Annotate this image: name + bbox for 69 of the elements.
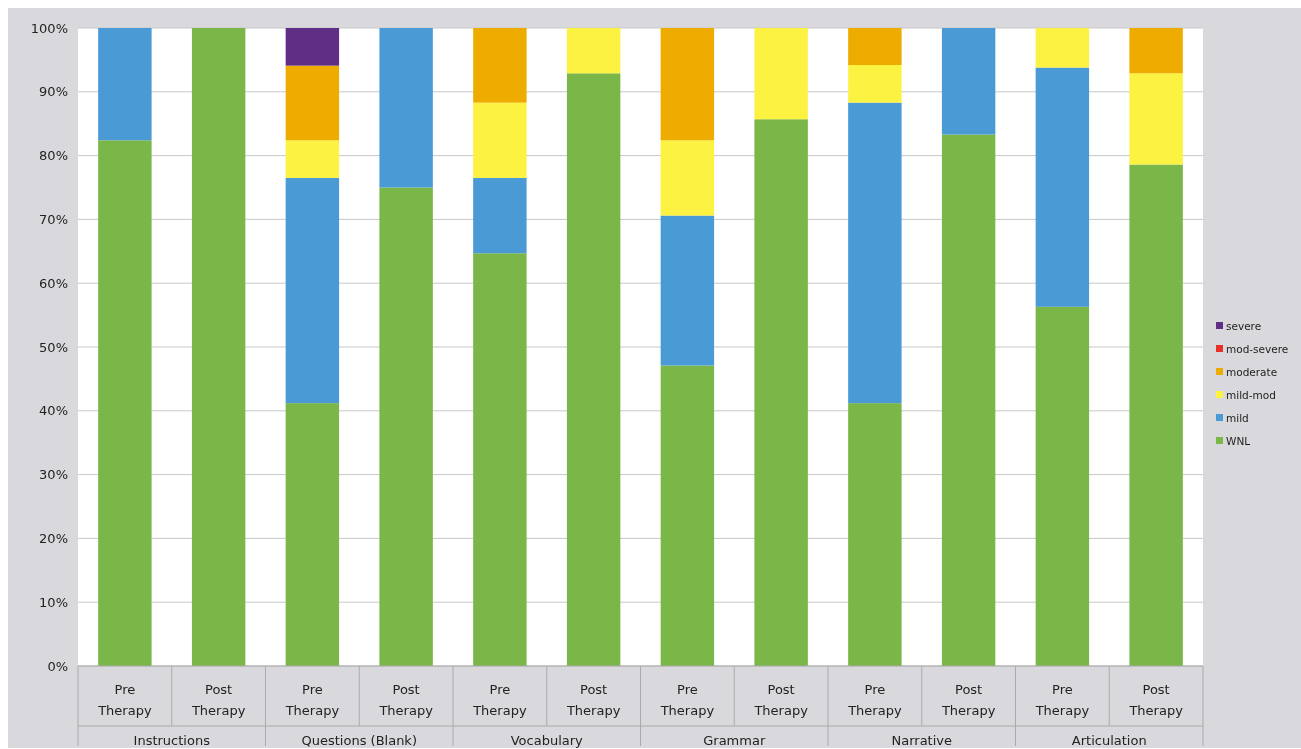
bar [285,28,340,66]
bar [1129,28,1183,74]
legend-label: mild [1226,411,1249,424]
bar [1129,73,1183,165]
bar [379,28,433,188]
bar [566,73,621,666]
bar [285,177,340,404]
text: Questions (Blank) [301,733,417,748]
bar [660,140,715,216]
bar [1035,28,1090,68]
text: Narrative [891,733,953,748]
x-tick-label: Post Therapy [378,682,434,718]
legend-label: moderate [1226,365,1278,378]
y-tick-label: 20% [39,530,68,546]
y-tick-label: 50% [39,339,68,355]
x-tick-label: Post Therapy [190,682,246,718]
bar [1129,164,1183,666]
bar [473,28,527,103]
y-tick-label: 30% [39,467,68,483]
y-tick-label: 60% [39,275,68,291]
bar [98,28,152,141]
bar [848,28,902,65]
text: Articulation [1071,733,1147,748]
bar [754,28,808,120]
x-tick-label: Pre Therapy [1034,682,1090,718]
legend-label: WNL [1226,434,1251,447]
y-tick-label: 10% [39,594,68,610]
bar [941,134,996,666]
bar [191,28,246,666]
x-tick-label: Post Therapy [1128,682,1184,718]
text: Grammar [703,733,766,748]
text: Vocabulary [510,733,584,748]
x-tick-label: Pre Therapy [97,682,152,718]
bar [1035,67,1090,307]
bar [285,140,340,178]
legend-label: mod-severe [1226,342,1289,355]
bar [848,102,902,404]
legend-label: severe [1226,319,1262,332]
y-tick-label: 90% [39,84,68,100]
bar [379,187,433,666]
bar [754,119,808,666]
bar [1035,306,1090,666]
bar [473,253,527,666]
bar [473,102,527,178]
bar [285,403,340,666]
y-tick-label: 100% [30,20,68,36]
bar [848,65,902,103]
x-tick-label: Post Therapy [565,682,621,718]
bar [660,365,715,666]
bar [285,65,340,141]
x-tick-label: Pre Therapy [284,682,340,718]
bar [941,28,996,135]
x-tick-label: Post Therapy [753,682,809,718]
bar [566,28,621,74]
bar [98,140,152,666]
x-tick-label: Pre Therapy [472,682,527,718]
y-tick-label: 70% [39,211,68,227]
legend-label: mild-mod [1226,388,1276,401]
bar [660,215,715,366]
bar [848,403,902,666]
x-tick-label: Post Therapy [940,682,996,718]
y-tick-label: 0% [47,658,68,674]
bar [473,177,527,254]
y-tick-label: 80% [39,148,68,164]
y-tick-label: 40% [39,403,68,419]
bar [660,28,715,141]
text: Instructions [133,733,211,748]
x-tick-label: Pre Therapy [659,682,715,718]
x-tick-label: Pre Therapy [847,682,902,718]
